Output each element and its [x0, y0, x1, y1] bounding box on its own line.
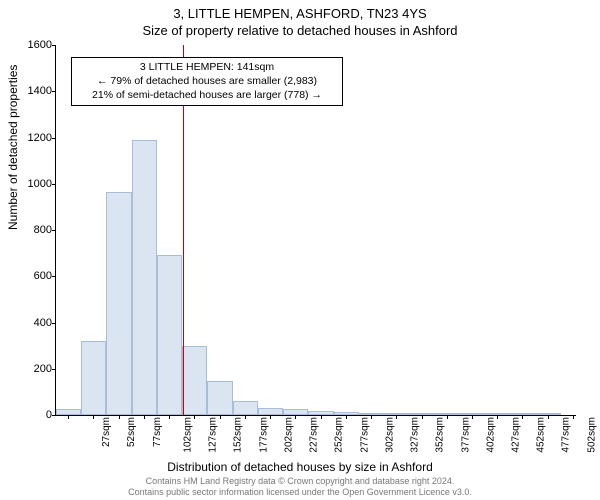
annotation-line3: 21% of semi-detached houses are larger (…: [77, 88, 337, 102]
annotation-box: 3 LITTLE HEMPEN: 141sqm← 79% of detached…: [71, 57, 343, 106]
x-tick-label: 177sqm: [255, 417, 269, 453]
x-tick-label: 77sqm: [149, 417, 163, 447]
x-tick-label: 52sqm: [123, 417, 137, 447]
x-tick-label: 302sqm: [381, 417, 395, 453]
x-tick-label: 502sqm: [583, 417, 597, 453]
x-tick-label: 427sqm: [508, 417, 522, 453]
histogram-bar: [106, 192, 131, 415]
histogram-bar: [536, 413, 561, 415]
histogram-bar: [207, 381, 232, 415]
x-tick-label: 227sqm: [306, 417, 320, 453]
histogram-bar: [435, 413, 460, 415]
x-tick-label: 477sqm: [558, 417, 572, 453]
histogram-bar: [510, 413, 535, 415]
histogram-bar: [258, 408, 283, 415]
y-tick-mark: [52, 276, 56, 277]
chart-subtitle: Size of property relative to detached ho…: [0, 21, 600, 38]
x-tick-mark: [548, 415, 549, 419]
y-axis-label: Number of detached properties: [6, 65, 20, 230]
x-tick-mark: [422, 415, 423, 419]
histogram-bar: [485, 413, 510, 415]
x-tick-mark: [371, 415, 372, 419]
x-tick-mark: [447, 415, 448, 419]
footer-attribution: Contains HM Land Registry data © Crown c…: [0, 476, 600, 498]
annotation-line2: ← 79% of detached houses are smaller (2,…: [77, 74, 337, 88]
x-tick-mark: [295, 415, 296, 419]
x-tick-mark: [270, 415, 271, 419]
histogram-bar: [132, 140, 157, 415]
histogram-bar: [359, 413, 384, 415]
histogram-bar: [334, 412, 359, 415]
x-tick-mark: [169, 415, 170, 419]
x-tick-mark: [522, 415, 523, 419]
x-tick-label: 327sqm: [407, 417, 421, 453]
footer-line1: Contains HM Land Registry data © Crown c…: [146, 476, 455, 486]
x-tick-mark: [472, 415, 473, 419]
chart-address-title: 3, LITTLE HEMPEN, ASHFORD, TN23 4YS: [0, 0, 600, 21]
annotation-line1: 3 LITTLE HEMPEN: 141sqm: [77, 60, 337, 74]
y-tick-mark: [52, 45, 56, 46]
x-tick-mark: [93, 415, 94, 419]
histogram-bar: [157, 255, 182, 415]
x-tick-mark: [119, 415, 120, 419]
x-tick-mark: [220, 415, 221, 419]
x-tick-mark: [573, 415, 574, 419]
x-tick-mark: [497, 415, 498, 419]
x-tick-label: 152sqm: [230, 417, 244, 453]
x-tick-label: 127sqm: [205, 417, 219, 453]
x-tick-label: 452sqm: [533, 417, 547, 453]
x-tick-mark: [144, 415, 145, 419]
y-tick-mark: [52, 184, 56, 185]
x-tick-mark: [245, 415, 246, 419]
histogram-bar: [283, 409, 308, 415]
x-tick-label: 102sqm: [179, 417, 193, 453]
y-tick-mark: [52, 415, 56, 416]
x-tick-label: 252sqm: [331, 417, 345, 453]
plot-area: 0200400600800100012001400160027sqm52sqm7…: [55, 45, 576, 416]
histogram-bar: [409, 413, 434, 415]
y-tick-mark: [52, 230, 56, 231]
y-tick-mark: [52, 91, 56, 92]
x-tick-mark: [68, 415, 69, 419]
y-tick-mark: [52, 323, 56, 324]
histogram-bar: [56, 409, 81, 415]
x-tick-label: 277sqm: [356, 417, 370, 453]
x-tick-mark: [396, 415, 397, 419]
y-tick-mark: [52, 138, 56, 139]
footer-line2: Contains public sector information licen…: [128, 487, 472, 497]
x-tick-label: 402sqm: [482, 417, 496, 453]
y-tick-mark: [52, 369, 56, 370]
x-axis-label: Distribution of detached houses by size …: [0, 460, 600, 474]
x-tick-label: 202sqm: [280, 417, 294, 453]
x-tick-mark: [346, 415, 347, 419]
x-tick-label: 377sqm: [457, 417, 471, 453]
x-tick-mark: [194, 415, 195, 419]
histogram-bar: [460, 413, 485, 415]
histogram-bar: [182, 346, 207, 415]
histogram-bar: [233, 401, 258, 415]
histogram-bar: [81, 341, 106, 415]
histogram-bar: [308, 411, 333, 415]
x-tick-label: 27sqm: [98, 417, 112, 447]
histogram-bar: [384, 413, 409, 415]
x-tick-mark: [321, 415, 322, 419]
x-tick-label: 352sqm: [432, 417, 446, 453]
